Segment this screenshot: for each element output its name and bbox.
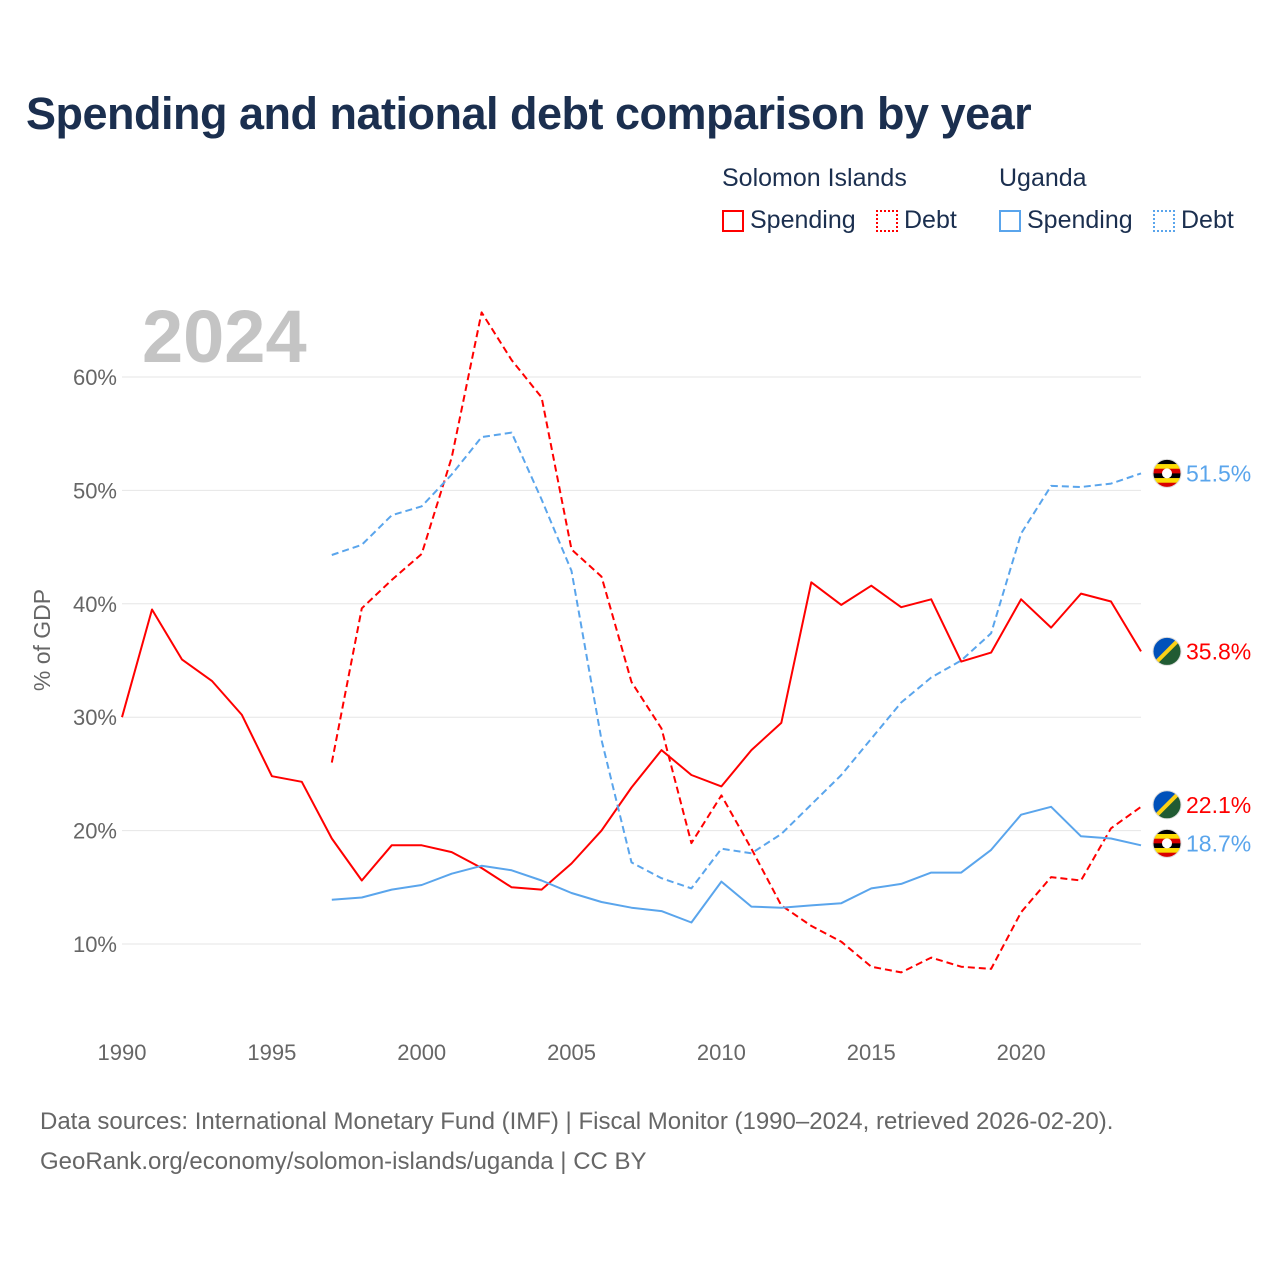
series-line-uganda-spending (331, 805, 1142, 924)
end-value-label: 51.5% (1186, 460, 1251, 486)
x-tick-label: 2010 (697, 1040, 746, 1065)
flag-stripe (1153, 459, 1181, 465)
x-tick-label: 2000 (397, 1040, 446, 1065)
flag-emblem (1162, 468, 1172, 479)
flag-emblem (1162, 838, 1172, 849)
legend-label: Debt (1181, 206, 1234, 234)
flag-body (1153, 790, 1181, 819)
flag-stripe (1153, 852, 1181, 858)
y-tick-label: 60% (73, 365, 117, 390)
end-value-label: 35.8% (1186, 638, 1251, 664)
footer-sources: Data sources: International Monetary Fun… (40, 1108, 1114, 1135)
x-tick-label: 2005 (547, 1040, 596, 1065)
y-tick-label: 50% (73, 478, 117, 503)
legend-uganda-spending[interactable]: Spending (999, 206, 1133, 235)
year-watermark: 2024 (142, 295, 307, 378)
flag-body (1153, 459, 1181, 488)
y-tick-label: 20% (73, 819, 117, 844)
legend-group-solomon: Solomon Islands (722, 164, 907, 192)
flag-diagonal (1153, 790, 1181, 819)
y-tick-label: 40% (73, 592, 117, 617)
legend-label: Spending (750, 206, 856, 234)
flag-stripe (1153, 464, 1181, 470)
legend-solomon-debt[interactable]: Debt (876, 206, 957, 235)
legend-uganda-debt[interactable]: Debt (1153, 206, 1234, 235)
flag-body (1153, 829, 1181, 858)
flag-body (1153, 637, 1181, 666)
x-tick-label: 2020 (997, 1040, 1046, 1065)
footer-attribution: GeoRank.org/economy/solomon-islands/ugan… (40, 1148, 647, 1175)
flag-stripe (1153, 482, 1181, 488)
flag-stripe (1153, 829, 1181, 835)
series-line-solomon-islands-spending (121, 581, 1142, 891)
x-tick-label: 1990 (98, 1040, 147, 1065)
flag-border (1152, 458, 1182, 488)
x-tick-label: 2015 (847, 1040, 896, 1065)
y-axis-label: % of GDP (29, 589, 55, 691)
flag-stripe (1153, 834, 1181, 840)
flag-stripe (1153, 478, 1181, 484)
legend-swatch (876, 209, 898, 232)
series-line-solomon-islands-debt (330, 311, 1142, 974)
legend-solomon-spending[interactable]: Spending (722, 206, 856, 235)
legend-group-uganda: Uganda (999, 164, 1087, 192)
flag-border (1152, 828, 1182, 858)
legend-swatch (999, 209, 1021, 232)
uganda-flag-icon (1152, 828, 1182, 858)
y-tick-label: 10% (73, 932, 117, 957)
flag-border (1152, 636, 1182, 666)
flag-stripe (1153, 848, 1181, 854)
y-tick-label: 30% (73, 705, 117, 730)
uganda-flag-icon (1152, 458, 1182, 488)
series-line-uganda-debt (331, 431, 1142, 890)
legend-swatch (722, 209, 744, 232)
x-tick-label: 1995 (247, 1040, 296, 1065)
flag-border (1152, 790, 1182, 820)
flag-diagonal (1153, 637, 1181, 666)
end-value-label: 22.1% (1186, 792, 1251, 818)
legend-label: Spending (1027, 206, 1133, 234)
end-value-label: 18.7% (1186, 830, 1251, 856)
solomon-islands-flag-icon (1152, 636, 1182, 666)
solomon-islands-flag-icon (1152, 790, 1182, 820)
legend-label: Debt (904, 206, 957, 234)
chart-title: Spending and national debt comparison by… (26, 88, 1032, 139)
legend-swatch (1153, 209, 1175, 232)
